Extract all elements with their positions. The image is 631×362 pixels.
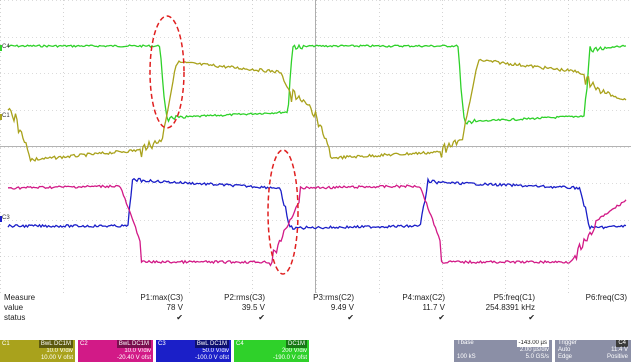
timebase-value: -143.00 µs bbox=[516, 340, 549, 347]
channel-level-marker bbox=[0, 216, 2, 222]
ch1-descriptor[interactable]: C1 BwL DC1M 10.0 V/div 10.00 V ofst bbox=[0, 340, 75, 362]
measure-value-p4: 11.7 V bbox=[422, 303, 445, 312]
trigger-panel[interactable]: Trigger C4 Auto 11.4 V Edge Positive bbox=[555, 340, 631, 362]
ch3-descriptor[interactable]: C3 BwL DC1M 50.0 V/div -100.0 V ofst bbox=[156, 340, 231, 362]
measure-value-p3: 9.49 V bbox=[330, 303, 354, 312]
measure-value-p5: 254.8391 kHz bbox=[485, 303, 535, 312]
value-label: value bbox=[4, 303, 24, 312]
measurement-table: Measure value status P1:max(C3) 78 V ✔ P… bbox=[0, 293, 631, 339]
waveform-display[interactable]: C1 C4 C3 bbox=[0, 0, 631, 293]
trigger-mode: Auto bbox=[558, 347, 571, 353]
trigger-slope: Positive bbox=[606, 354, 628, 360]
ch1-name: C1 bbox=[2, 341, 10, 347]
measure-head-p4[interactable]: P4:max(C2) bbox=[402, 293, 445, 302]
measure-value-p1: 78 V bbox=[166, 303, 183, 312]
highlight-ellipse-2 bbox=[267, 149, 299, 275]
ch1-marker: C1 bbox=[2, 113, 10, 119]
ch3-offset: -100.0 V ofst bbox=[194, 355, 229, 361]
trigger-type: Edge bbox=[558, 354, 573, 360]
ch2-tag: BwL DC1M bbox=[116, 340, 151, 348]
timebase-panel[interactable]: Tbase -143.00 µs 2.00 µs/div 100 kS 5.0 GS… bbox=[454, 340, 552, 362]
ch3-name: C3 bbox=[158, 341, 166, 347]
measure-head-p5[interactable]: P5:freq(C1) bbox=[493, 293, 535, 302]
ch1-trace bbox=[7, 58, 627, 163]
ch1-scale: 10.0 V/div bbox=[46, 348, 73, 354]
ch3-tag: BwL DC1M bbox=[194, 340, 229, 348]
ch3-scale: 50.0 V/div bbox=[202, 348, 229, 354]
waveform-plot bbox=[0, 0, 631, 293]
measure-status-p4: ✔ bbox=[438, 313, 445, 322]
ch1-tag: BwL DC1M bbox=[38, 340, 73, 348]
measure-value-p2: 39.5 V bbox=[241, 303, 265, 312]
measure-status-p1: ✔ bbox=[176, 313, 183, 322]
ch4-tag: DC1M bbox=[285, 340, 307, 348]
measure-head-p1[interactable]: P1:max(C3) bbox=[140, 293, 183, 302]
ch4-offset: -190.0 V ofst bbox=[272, 355, 307, 361]
ch4-marker: C4 bbox=[2, 44, 10, 50]
ch3-trace bbox=[7, 176, 627, 231]
ch2-name: C2 bbox=[80, 341, 88, 347]
measure-head-p6[interactable]: P6:freq(C3) bbox=[585, 293, 627, 302]
ch2-trace bbox=[8, 184, 627, 267]
ch4-name: C4 bbox=[236, 341, 244, 347]
channel-level-marker bbox=[0, 114, 2, 120]
ch4-descriptor[interactable]: C4 DC1M 200 V/div -190.0 V ofst bbox=[234, 340, 309, 362]
ch2-offset: -20.40 V ofst bbox=[116, 355, 151, 361]
trigger-source: C4 bbox=[616, 340, 628, 347]
channel-status-bar: C1 BwL DC1M 10.0 V/div 10.00 V ofst C2 BwL… bbox=[0, 340, 631, 362]
trigger-label: Trigger bbox=[558, 340, 577, 346]
ch4-scale: 200 V/div bbox=[281, 348, 307, 354]
timebase-rate: 5.0 GS/s bbox=[525, 354, 549, 360]
highlight-ellipse-1 bbox=[149, 15, 185, 129]
ch2-scale: 10.0 V/div bbox=[124, 348, 151, 354]
measure-head-p3[interactable]: P3:rms(C2) bbox=[313, 293, 354, 302]
measure-head-p2[interactable]: P2:rms(C3) bbox=[224, 293, 265, 302]
timebase-samples: 100 kS bbox=[457, 354, 476, 360]
status-label: status bbox=[4, 313, 26, 322]
timebase-label: Tbase bbox=[457, 340, 474, 346]
channel-level-marker bbox=[0, 45, 2, 51]
measure-status-p5: ✔ bbox=[528, 313, 535, 322]
trigger-level: 11.4 V bbox=[611, 347, 628, 353]
ch1-offset: 10.00 V ofst bbox=[40, 355, 73, 361]
ch3-marker: C3 bbox=[2, 215, 10, 221]
measure-status-p2: ✔ bbox=[258, 313, 265, 322]
ch2-descriptor[interactable]: C2 BwL DC1M 10.0 V/div -20.40 V ofst bbox=[78, 340, 153, 362]
timebase-scale: 2.00 µs/div bbox=[519, 347, 549, 353]
measure-status-p3: ✔ bbox=[347, 313, 354, 322]
ch4-trace bbox=[7, 43, 627, 125]
measure-label: Measure bbox=[4, 293, 36, 302]
